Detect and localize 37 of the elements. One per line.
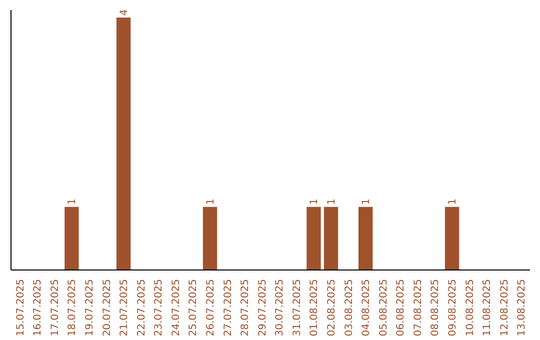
x-tick-label: 18.07.2025 xyxy=(67,279,78,336)
x-tick-label: 31.07.2025 xyxy=(292,279,303,336)
x-tick-label: 09.08.2025 xyxy=(448,279,459,336)
x-tick-label: 28.07.2025 xyxy=(240,279,252,336)
x-tick-label: 16.07.2025 xyxy=(32,279,44,336)
x-tick-label: 20.07.2025 xyxy=(102,279,113,336)
x-tick-label: 15.07.2025 xyxy=(15,279,26,336)
data-label: 1 xyxy=(448,198,459,205)
x-tick-label: 17.07.2025 xyxy=(50,279,61,336)
x-tick-label: 25.07.2025 xyxy=(188,279,200,336)
x-tick-label: 08.08.2025 xyxy=(430,279,442,336)
x-tick-label: 03.08.2025 xyxy=(344,279,355,336)
x-tick-label: 06.08.2025 xyxy=(396,279,407,336)
x-tick-label: 27.07.2025 xyxy=(222,279,234,336)
x-tick-label: 10.08.2025 xyxy=(464,279,476,336)
x-tick-label: 21.07.2025 xyxy=(119,279,130,336)
x-tick-label: 07.08.2025 xyxy=(412,279,424,336)
data-label: 1 xyxy=(326,198,338,205)
x-tick-label: 19.07.2025 xyxy=(84,279,96,336)
x-tick-label: 23.07.2025 xyxy=(154,279,165,336)
data-label: 4 xyxy=(119,9,130,16)
x-tick-label: 24.07.2025 xyxy=(170,279,182,336)
x-tick-label: 13.08.2025 xyxy=(516,279,528,336)
x-tick-label: 04.08.2025 xyxy=(361,279,372,336)
x-tick-label: 30.07.2025 xyxy=(274,279,286,336)
data-label: 1 xyxy=(205,198,216,205)
data-label: 1 xyxy=(361,198,372,205)
x-tick-label: 02.08.2025 xyxy=(326,279,338,336)
x-tick-label: 29.07.2025 xyxy=(257,279,268,336)
data-label: 1 xyxy=(67,198,78,205)
x-tick-label: 22.07.2025 xyxy=(136,279,148,336)
x-tick-label: 11.08.2025 xyxy=(482,279,494,336)
data-label: 1 xyxy=(309,198,320,205)
x-tick-label: 05.08.2025 xyxy=(378,279,390,336)
x-tick-label: 12.08.2025 xyxy=(499,279,510,336)
x-tick-label: 26.07.2025 xyxy=(205,279,216,336)
x-tick-label: 01.08.2025 xyxy=(309,279,320,336)
